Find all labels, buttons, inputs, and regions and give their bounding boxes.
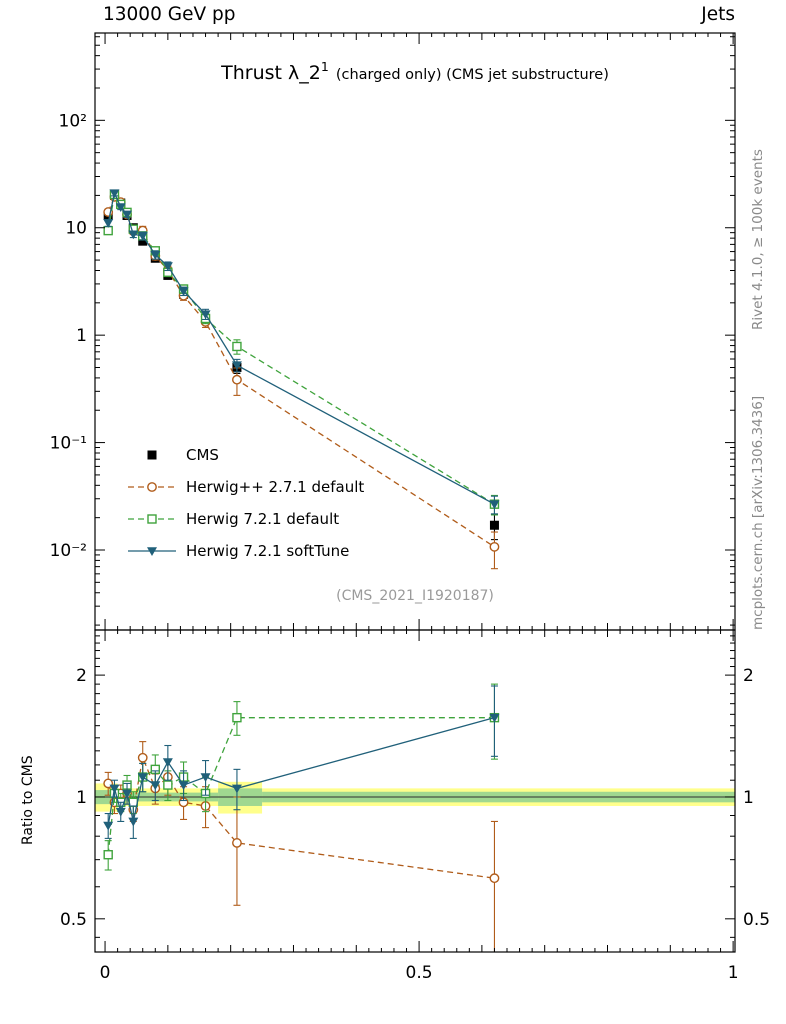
marker-triangle-down [231,361,242,371]
main-frame [94,32,736,631]
marker-triangle-down [137,773,148,783]
marker-circle-open [147,482,157,492]
title-qualifiers: (charged only) (CMS jet substructure) [335,67,609,83]
y-main-tick-label: 10² [59,111,87,131]
marker-square-open [147,514,157,524]
marker-circle-open [137,752,148,763]
x-tick-label: 0 [100,963,111,983]
mcplots-reference-label: mcplots.cern.ch [arXiv:1306.3436] [750,395,766,630]
marker-triangle-down [109,189,120,199]
ratio-frame [94,629,736,953]
marker-circle-open [489,873,500,884]
y-ratio-tick-label-left: 0.5 [60,910,87,930]
marker-triangle-down [128,230,139,240]
marker-square-filled [138,236,148,246]
marker-triangle-down [489,713,500,723]
marker-triangle-down [162,758,173,768]
marker-circle-open [489,541,500,552]
marker-triangle-down [231,784,242,794]
legend-label: Herwig 7.2.1 softTune [186,542,349,560]
marker-square-filled [489,520,499,530]
series-line [107,191,495,505]
ratio-band-group [95,781,735,814]
main-series-group [103,189,500,570]
marker-triangle-down [147,547,157,556]
marker-triangle-down [150,781,161,791]
y-main-tick-label: 1 [76,326,87,346]
marker-square-open [163,780,173,790]
marker-square-open [232,341,242,352]
marker-triangle-down [178,781,189,791]
legend: CMS Herwig++ 2.7.1 default Herwig 7.2.1 de… [128,446,364,560]
x-tick-label: 0.5 [406,963,433,983]
x-tick-label: 1 [728,963,739,983]
y-ratio-tick-label-left: 2 [76,666,87,686]
rivet-version-label: Rivet 4.1.0, ≥ 100k events [750,149,766,330]
y-main-tick-label: 10 [65,219,87,239]
y-ratio-tick-label-left: 1 [76,788,87,808]
marker-triangle-down [162,262,173,272]
ratio-series-group [103,683,500,952]
marker-square-open [103,850,113,860]
marker-triangle-down [137,232,148,241]
marker-triangle-down [178,287,189,297]
marker-square-filled [147,450,157,460]
axes-group: 0 0.5 1 10² 10 1 10⁻¹ 10⁻² 2 2 1 1 0.5 0.5 [50,32,770,983]
marker-triangle-down [150,250,161,260]
marker-triangle-down [103,821,114,831]
watermark-analysis-id: (CMS_2021_I1920187) [336,588,494,604]
marker-triangle-down [109,784,120,794]
y-ratio-tick-label-right: 0.5 [743,910,770,930]
marker-triangle-down [489,500,500,510]
marker-triangle-down [128,817,139,827]
marker-triangle-down [115,203,126,212]
analysis-group-label: Jets [701,4,735,25]
series-line [107,192,495,505]
marker-triangle-down [115,807,126,817]
y-main-tick-label: 10⁻² [50,541,87,561]
marker-triangle-down [122,789,133,799]
y-ratio-tick-label-right: 2 [743,666,754,686]
ratio-axis-title: Ratio to CMS [20,755,36,845]
plot-title: Thrust λ_21 (charged only) (CMS jet subst… [95,59,735,84]
marker-triangle-down [122,210,133,220]
marker-circle-open [232,374,242,385]
y-main-tick-label: 10⁻¹ [50,434,87,454]
legend-label: Herwig 7.2.1 default [186,510,339,528]
marker-triangle-down [200,773,211,783]
marker-triangle-down [200,310,211,320]
y-ratio-tick-label-right: 1 [743,788,754,808]
beam-energy-label: 13000 GeV pp [103,4,236,25]
legend-label: CMS [186,446,219,464]
marker-circle-open [232,838,242,848]
marker-square-open [232,712,242,723]
legend-label: Herwig++ 2.7.1 default [186,478,364,496]
ratio-series-line [107,717,495,826]
title-observable: Thrust λ_2 [221,62,321,84]
marker-triangle-down [103,219,114,228]
title-superscript: 1 [320,59,329,74]
